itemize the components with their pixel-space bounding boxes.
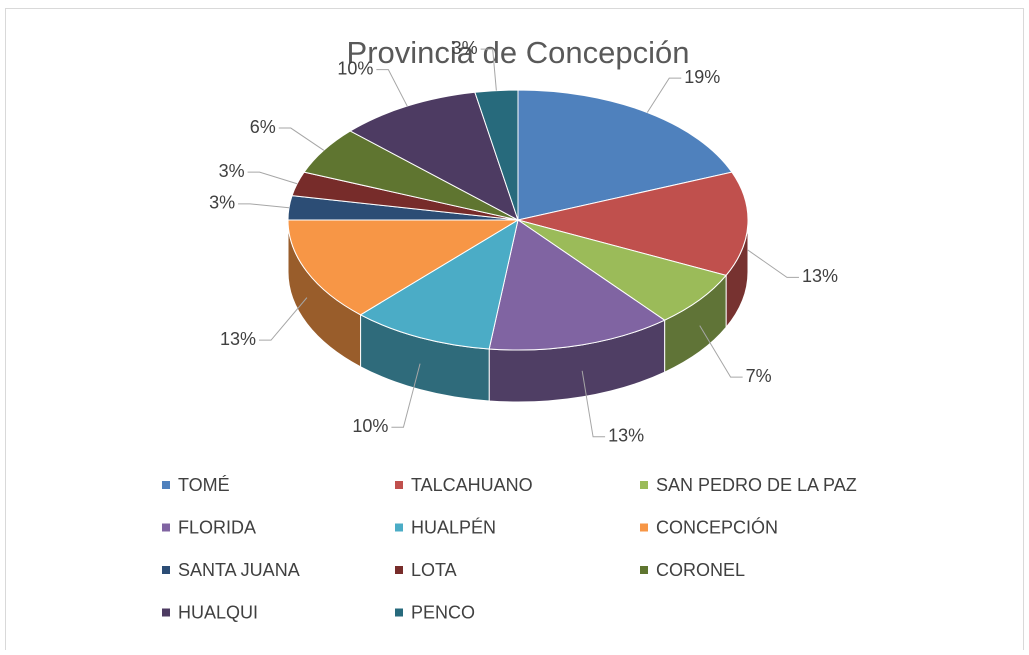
data-label: 13% xyxy=(608,426,644,446)
data-label: 3% xyxy=(219,161,245,181)
legend-label: HUALQUI xyxy=(178,602,258,622)
data-label: 6% xyxy=(250,117,276,137)
data-label: 13% xyxy=(802,266,838,286)
legend-swatch xyxy=(162,566,170,574)
legend-swatch xyxy=(162,481,170,489)
data-label: 13% xyxy=(220,329,256,349)
chart-frame xyxy=(5,8,1024,650)
data-label: 19% xyxy=(684,67,720,87)
pie-slice xyxy=(517,219,727,321)
leader-line xyxy=(391,363,421,428)
leader-line xyxy=(480,48,497,91)
pie-slice xyxy=(517,171,749,276)
legend-label: LOTA xyxy=(411,560,457,580)
data-label: 7% xyxy=(746,366,772,386)
pie-slice xyxy=(488,219,666,351)
legend-swatch xyxy=(395,481,403,489)
legend-label: FLORIDA xyxy=(178,517,256,537)
pie-slice xyxy=(359,218,519,350)
legend-swatch xyxy=(395,523,403,532)
pie-slice xyxy=(287,219,520,316)
leader-line xyxy=(646,77,682,113)
leader-line xyxy=(581,370,606,438)
leader-line xyxy=(247,171,298,185)
chart-title: Provincia de Concepción xyxy=(347,35,690,70)
pie-slice xyxy=(474,89,519,221)
legend-swatch xyxy=(395,566,403,574)
leader-line xyxy=(278,127,325,151)
legend-label: SAN PEDRO DE LA PAZ xyxy=(656,475,857,495)
data-label: 3% xyxy=(452,38,478,58)
legend-swatch xyxy=(640,566,648,574)
leader-line xyxy=(699,325,743,378)
data-label: 10% xyxy=(337,58,373,78)
legend-label: PENCO xyxy=(411,602,475,622)
legend-label: CONCEPCIÓN xyxy=(656,516,778,537)
legend-label: SANTA JUANA xyxy=(178,560,300,580)
legend-label: CORONEL xyxy=(656,560,745,580)
legend-swatch xyxy=(640,523,648,532)
data-label: 10% xyxy=(352,416,388,436)
legend-swatch xyxy=(162,523,170,532)
legend-label: HUALPÉN xyxy=(411,517,496,537)
legend-swatch xyxy=(162,608,170,617)
leader-line xyxy=(238,203,290,209)
leader-line xyxy=(376,69,408,107)
leader-line xyxy=(747,249,799,278)
legend-label: TALCAHUANO xyxy=(411,475,533,495)
data-label: 3% xyxy=(209,193,235,213)
leader-line xyxy=(259,297,308,341)
legend-swatch xyxy=(395,608,403,617)
legend-label: TOMÉ xyxy=(178,475,230,495)
legend-swatch xyxy=(640,481,648,489)
